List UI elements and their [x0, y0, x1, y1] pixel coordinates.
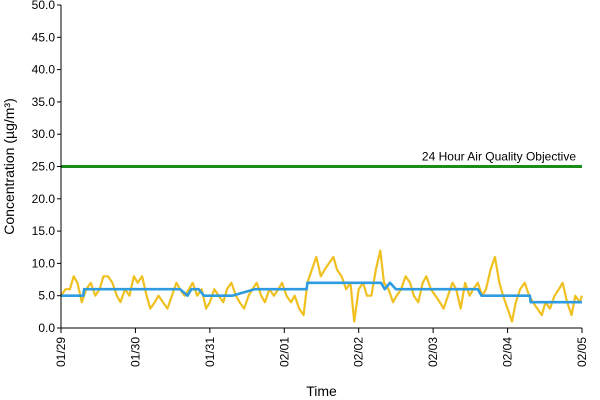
y-tick-label: 5.0: [38, 289, 55, 303]
x-axis-ticks: 01/29 01/30 01/31 02/01 02/02 02/03 02/04 02/05: [54, 328, 589, 367]
y-tick-label: 20.0: [32, 192, 56, 206]
daily-series-line: [61, 281, 582, 304]
y-tick-label: 45.0: [32, 30, 56, 44]
y-axis-title: Concentration (µg/m³): [1, 98, 17, 234]
x-tick-label: 02/01: [277, 337, 291, 367]
x-tick-label: 02/04: [501, 337, 515, 367]
y-tick-label: 30.0: [32, 127, 56, 141]
x-tick-label: 02/03: [426, 337, 440, 367]
y-axis-ticks: 0.0 5.0 10.0 15.0 20.0 25.0 30.0 35.0 40.0 45.0 50…: [32, 0, 61, 335]
series-lines: [60, 165, 584, 323]
x-tick-label: 02/02: [352, 337, 366, 367]
y-tick-label: 35.0: [32, 95, 56, 109]
y-tick-label: 25.0: [32, 160, 56, 174]
x-tick-label: 01/29: [54, 337, 68, 367]
hourly-series-line: [60, 249, 584, 323]
objective-annotation: 24 Hour Air Quality Objective: [422, 150, 576, 164]
y-tick-label: 15.0: [32, 224, 56, 238]
x-tick-label: 01/30: [128, 337, 142, 367]
x-axis-title: Time: [306, 383, 337, 399]
y-tick-label: 0.0: [38, 321, 55, 335]
x-tick-label: 02/05: [575, 337, 589, 367]
y-tick-label: 40.0: [32, 63, 56, 77]
x-tick-label: 01/31: [203, 337, 217, 367]
y-tick-label: 50.0: [32, 0, 56, 12]
y-tick-label: 10.0: [32, 256, 56, 270]
